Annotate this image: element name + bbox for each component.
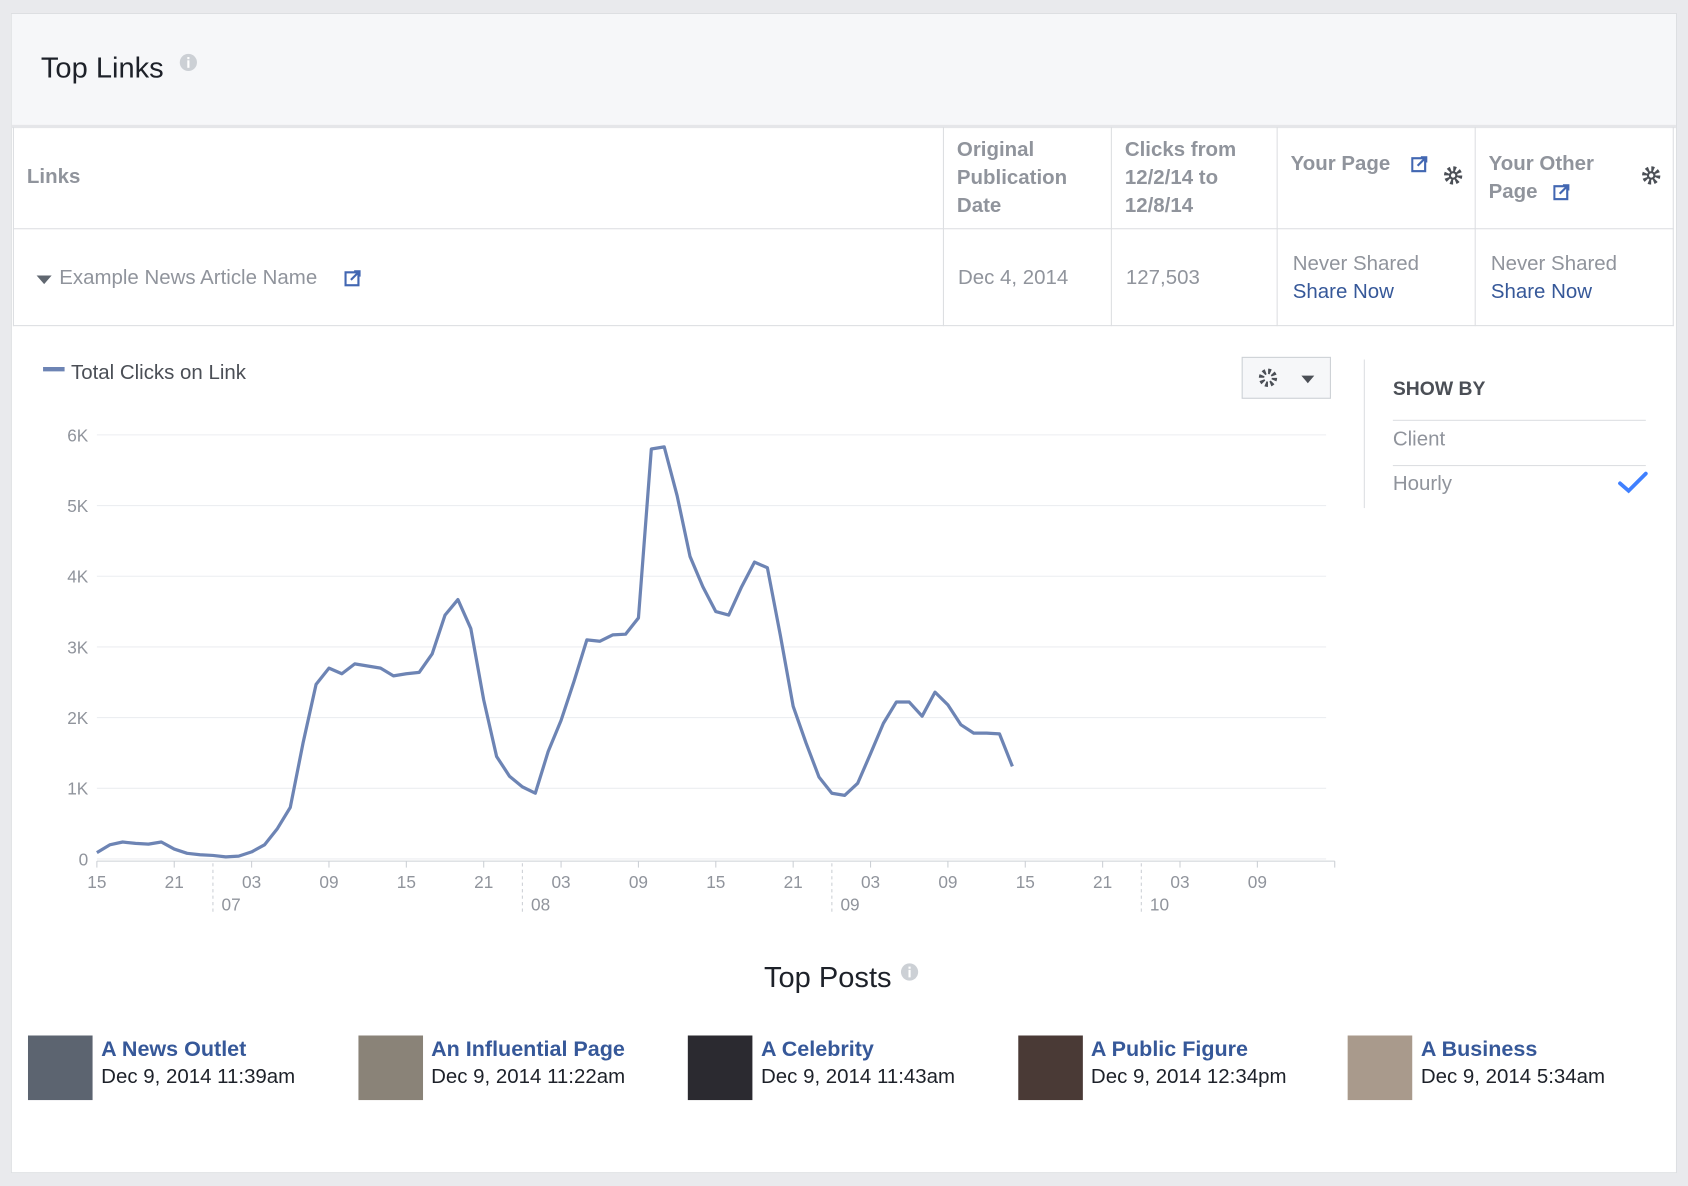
clicks: 127,503 xyxy=(1125,266,1200,290)
col-divider xyxy=(942,127,945,327)
check-mark xyxy=(1618,471,1648,494)
day-label: 10 xyxy=(1150,895,1169,915)
post-time: Dec 9, 2014 11:39am xyxy=(101,1065,296,1089)
share-now-link[interactable]: Share Now xyxy=(1292,280,1394,304)
external-link-icon[interactable] xyxy=(344,270,361,287)
x-tick-label: 03 xyxy=(1170,872,1189,892)
day-label: 09 xyxy=(840,895,859,915)
post-name[interactable]: A Business xyxy=(1420,1037,1538,1062)
column-header: Original Publication Date xyxy=(956,138,1068,218)
publication-date: Dec 4, 2014 xyxy=(957,266,1069,290)
y-tick-label: 4K xyxy=(67,567,89,587)
x-tick-label: 21 xyxy=(784,872,803,892)
settings-icon[interactable] xyxy=(1639,164,1663,188)
x-tick-label: 15 xyxy=(706,872,725,892)
post-thumbnail[interactable] xyxy=(687,1035,753,1101)
y-tick-label: 0 xyxy=(79,849,89,869)
share-status: Never Shared xyxy=(1490,252,1618,276)
section-title: Top Links xyxy=(40,51,164,84)
x-tick-label: 03 xyxy=(861,872,880,892)
x-tick-label: 15 xyxy=(397,872,416,892)
x-tick-label: 21 xyxy=(165,872,184,892)
data-line xyxy=(96,445,1014,859)
chart-settings-button[interactable] xyxy=(1241,356,1331,399)
x-tick-label: 09 xyxy=(1248,872,1267,892)
y-tick-label: 6K xyxy=(67,425,89,445)
post-thumbnail[interactable] xyxy=(1347,1035,1413,1101)
info-icon[interactable] xyxy=(900,961,922,983)
x-tick-label: 15 xyxy=(1016,872,1035,892)
panel-divider xyxy=(1363,359,1365,509)
x-tick-label: 03 xyxy=(551,872,570,892)
post-time: Dec 9, 2014 12:34pm xyxy=(1090,1065,1287,1089)
post-time: Dec 9, 2014 11:22am xyxy=(431,1065,626,1089)
col-divider xyxy=(1110,127,1112,327)
header xyxy=(11,13,1676,129)
post-time: Dec 9, 2014 11:43am xyxy=(761,1065,956,1089)
column-header: Clicks from 12/2/14 to 12/8/14 xyxy=(1124,138,1237,218)
divider xyxy=(1392,465,1646,467)
dropdown-caret xyxy=(1301,375,1315,384)
col-divider xyxy=(1474,127,1476,327)
column-header: Your Other Page xyxy=(1488,152,1594,204)
x-tick-label: 09 xyxy=(629,872,648,892)
row-divider xyxy=(12,228,1674,230)
post-name[interactable]: A Celebrity xyxy=(761,1037,874,1062)
column-header: Your Page xyxy=(1290,152,1391,176)
post-name[interactable]: An Influential Page xyxy=(431,1037,625,1062)
divider xyxy=(1392,419,1646,421)
y-tick-label: 1K xyxy=(67,779,89,799)
top-posts-title-text: Top Posts xyxy=(763,961,892,994)
x-tick-label: 21 xyxy=(474,872,493,892)
info-icon[interactable] xyxy=(179,52,201,74)
x-tick-label: 09 xyxy=(319,872,338,892)
x-tick-label: 03 xyxy=(242,872,261,892)
show-by-option[interactable]: Hourly xyxy=(1392,472,1452,496)
post-thumbnail[interactable] xyxy=(357,1035,423,1101)
expand-caret[interactable] xyxy=(36,274,53,285)
post-thumbnail[interactable] xyxy=(1017,1035,1083,1101)
y-tick-label: 3K xyxy=(67,637,89,657)
external-link-icon[interactable] xyxy=(1553,184,1570,201)
post-time: Dec 9, 2014 5:34am xyxy=(1420,1065,1606,1089)
y-tick-label: 5K xyxy=(67,496,89,516)
post-name[interactable]: A Public Figure xyxy=(1090,1037,1249,1062)
x-tick-label: 09 xyxy=(938,872,957,892)
day-label: 07 xyxy=(222,895,241,915)
legend-label: Total Clicks on Link xyxy=(71,361,247,384)
gear-hole xyxy=(1265,375,1271,381)
share-now-link[interactable]: Share Now xyxy=(1490,280,1592,304)
link-name[interactable]: Example News Article Name xyxy=(59,266,318,290)
row-divider xyxy=(12,325,1674,327)
col-divider xyxy=(1276,127,1278,327)
top-posts-title: Top Posts xyxy=(0,961,1656,994)
col-divider xyxy=(12,127,14,327)
external-link-icon[interactable] xyxy=(1411,156,1428,173)
x-tick-label: 15 xyxy=(87,872,106,892)
gear-icon xyxy=(1258,368,1278,387)
show-by-option[interactable]: Client xyxy=(1392,428,1446,452)
x-tick-label: 21 xyxy=(1093,872,1112,892)
card xyxy=(10,12,1678,1174)
post-name[interactable]: A News Outlet xyxy=(101,1037,247,1062)
y-tick-label: 2K xyxy=(67,708,89,728)
post-thumbnail[interactable] xyxy=(27,1035,93,1101)
col-divider xyxy=(1672,127,1674,327)
day-label: 08 xyxy=(531,895,550,915)
column-header: Links xyxy=(26,165,81,189)
show-by-title: SHOW BY xyxy=(1392,377,1486,400)
share-status: Never Shared xyxy=(1292,252,1419,276)
settings-icon[interactable] xyxy=(1441,164,1465,188)
